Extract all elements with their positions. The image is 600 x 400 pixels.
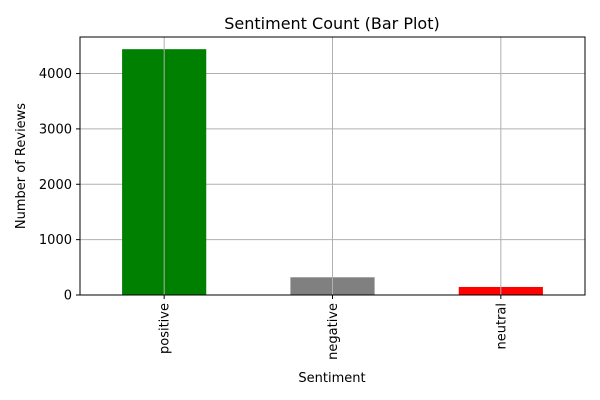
x-tick-label-negative: negative bbox=[326, 303, 341, 360]
vertical-grid-layer bbox=[163, 37, 502, 295]
y-tick-label: 0 bbox=[64, 289, 72, 304]
y-tick-label: 2000 bbox=[39, 178, 72, 193]
y-axis-ticks: 0 1000 2000 3000 4000 bbox=[39, 67, 80, 304]
y-tick-label: 4000 bbox=[39, 67, 72, 82]
chart-title: Sentiment Count (Bar Plot) bbox=[224, 14, 439, 33]
x-axis-ticks: positive negative neutral bbox=[158, 295, 509, 360]
x-axis-label: Sentiment bbox=[298, 371, 365, 386]
y-tick-label: 1000 bbox=[39, 233, 72, 248]
y-axis-label: Number of Reviews bbox=[14, 103, 29, 229]
y-tick-label: 3000 bbox=[39, 122, 72, 137]
x-tick-label-positive: positive bbox=[158, 303, 173, 354]
x-tick-label-neutral: neutral bbox=[494, 303, 509, 350]
